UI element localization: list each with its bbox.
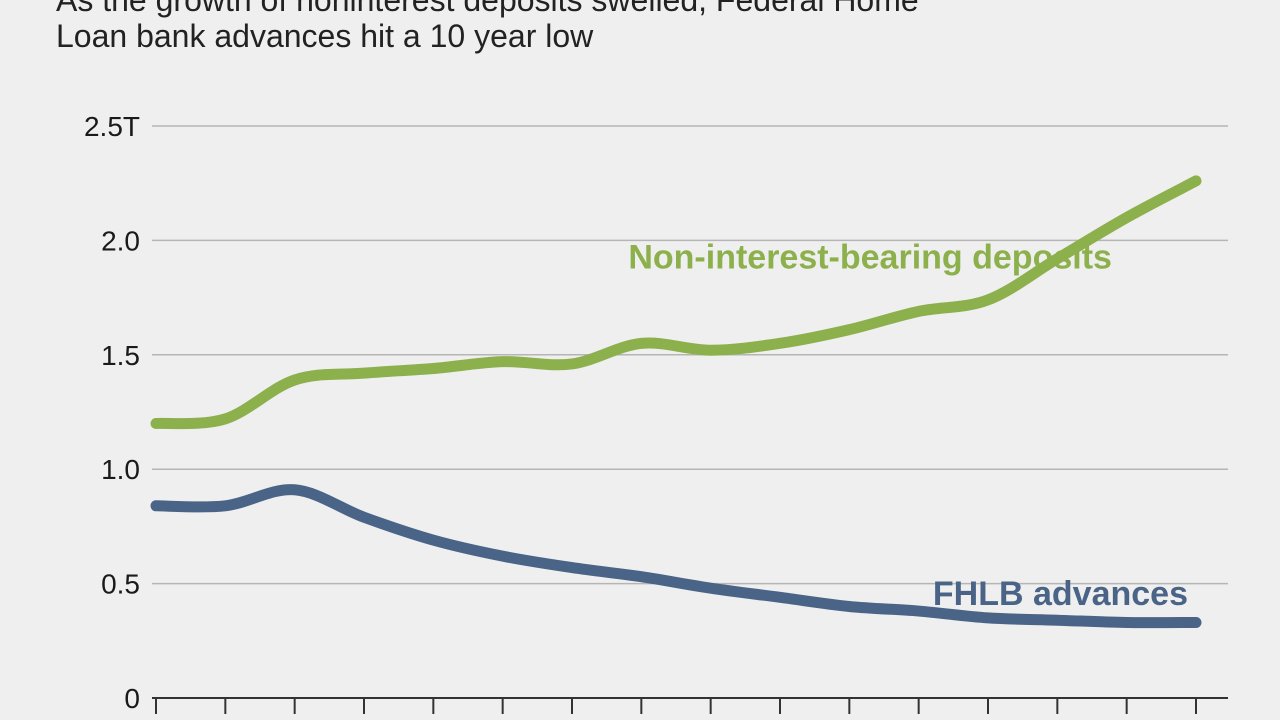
chart-title-line-1: As the growth of noninterest deposits sw… [56, 0, 919, 18]
y-tick-label: 2.5T [84, 111, 140, 142]
x-axis [155, 698, 1197, 714]
chart-title-line-2: Loan bank advances hit a 10 year low [56, 18, 594, 54]
y-tick-label: 2.0 [101, 225, 140, 256]
y-tick-label: 0.5 [101, 569, 140, 600]
gridlines: 0 0.5 1.0 1.5 2.0 2.5T [84, 111, 1228, 714]
series-line-fhlb-advances [150, 484, 1202, 629]
series-lines [150, 175, 1202, 629]
series-labels: Non-interest-bearing deposits FHLB advanc… [628, 238, 1188, 612]
series-line-deposits [150, 175, 1202, 430]
deposits-series-label: Non-interest-bearing deposits [628, 238, 1112, 276]
y-tick-label: 0 [124, 683, 140, 714]
fhlb-series-label: FHLB advances [933, 575, 1188, 613]
y-tick-label: 1.5 [101, 340, 140, 371]
chart-title: As the growth of noninterest deposits sw… [56, 0, 919, 54]
y-tick-label: 1.0 [101, 454, 140, 485]
